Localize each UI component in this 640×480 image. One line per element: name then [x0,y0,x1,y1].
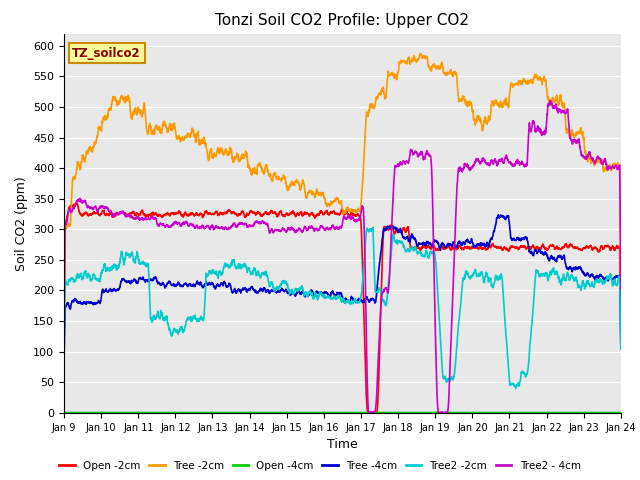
Legend: Open -2cm, Tree -2cm, Open -4cm, Tree -4cm, Tree2 -2cm, Tree2 - 4cm: Open -2cm, Tree -2cm, Open -4cm, Tree -4… [55,456,585,475]
Text: TZ_soilco2: TZ_soilco2 [72,47,141,60]
Y-axis label: Soil CO2 (ppm): Soil CO2 (ppm) [15,176,28,271]
X-axis label: Time: Time [327,438,358,451]
Title: Tonzi Soil CO2 Profile: Upper CO2: Tonzi Soil CO2 Profile: Upper CO2 [216,13,469,28]
